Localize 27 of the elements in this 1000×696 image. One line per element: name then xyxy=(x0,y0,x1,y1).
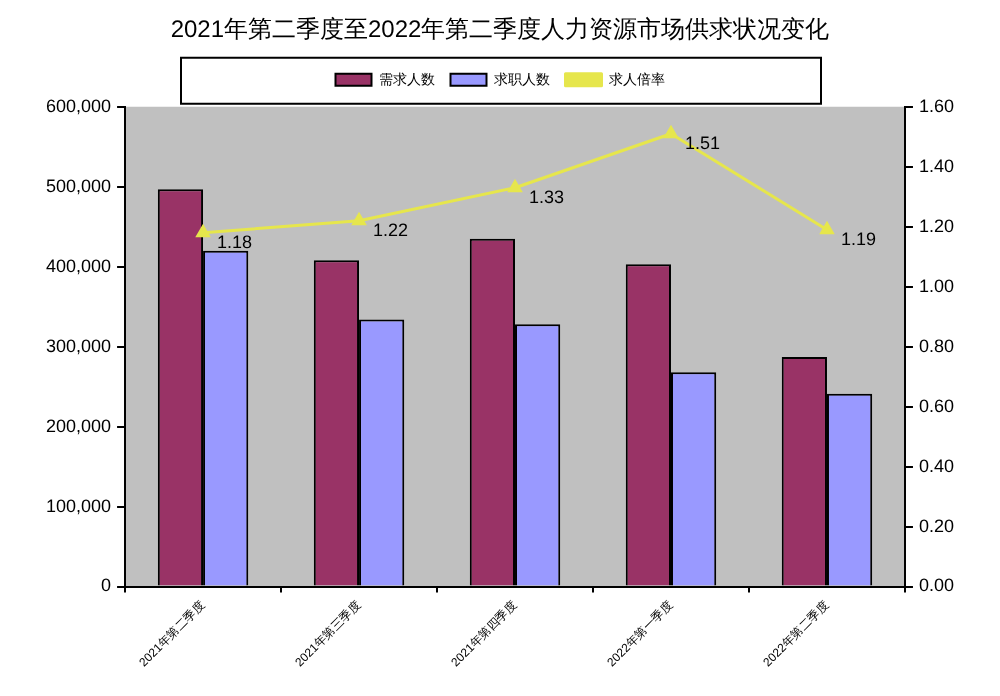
point xyxy=(196,225,210,238)
y2-tick-label: 1.00 xyxy=(918,275,955,296)
data-label: 1.22 xyxy=(373,219,409,240)
y-tick-label: 400,000 xyxy=(45,255,112,276)
data-label: 1.33 xyxy=(529,186,565,207)
chart-title: 2021年第二季度至2022年第二季度人力资源市场供求状况变化 xyxy=(170,15,830,44)
y-tick-label: 300,000 xyxy=(45,335,112,356)
y2-tick-label: 1.20 xyxy=(918,215,955,236)
y2-tick-label: 0.40 xyxy=(918,455,955,476)
y2-tick-label: 0.20 xyxy=(918,515,955,536)
data-label: 1.51 xyxy=(685,132,721,153)
data-label: 1.18 xyxy=(217,231,253,252)
y-tick-label: 600,000 xyxy=(45,95,112,116)
y-tick-label: 0 xyxy=(101,575,112,596)
y2-tick-label: 0.80 xyxy=(918,335,955,356)
point xyxy=(820,222,834,235)
y2-tick-label: 0.60 xyxy=(918,395,955,416)
point xyxy=(664,126,678,139)
y2-tick-label: 1.60 xyxy=(918,95,955,116)
y-tick-label: 200,000 xyxy=(45,415,112,436)
y-tick-label: 500,000 xyxy=(45,175,112,196)
y2-tick-label: 0.00 xyxy=(918,575,955,596)
point xyxy=(352,213,366,226)
y-tick-label: 100,000 xyxy=(45,495,112,516)
y2-tick-label: 1.40 xyxy=(918,155,955,176)
point xyxy=(508,180,522,193)
data-label: 1.19 xyxy=(840,228,877,249)
